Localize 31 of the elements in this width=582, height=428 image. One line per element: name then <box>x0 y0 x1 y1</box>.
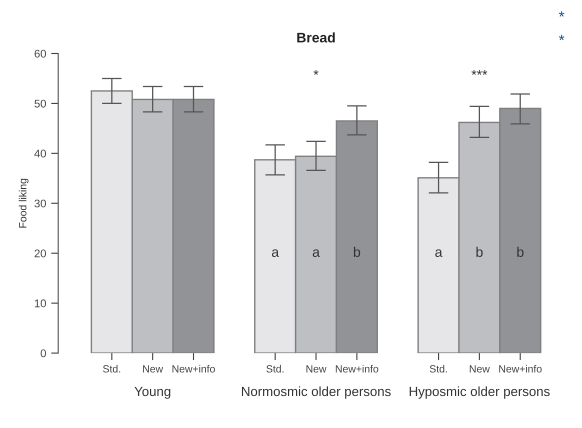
data-label: b <box>517 246 524 257</box>
text: * <box>558 34 564 40</box>
y-tick-label: 60 <box>34 50 46 58</box>
x-tick-label: New <box>306 365 326 373</box>
x-tick-label: New+info <box>336 364 378 373</box>
data-label: b <box>354 246 360 257</box>
text: Hyposmic older persons <box>410 386 550 399</box>
y-tick-label: 0 <box>40 349 46 358</box>
y-tick-label: 40 <box>34 150 46 158</box>
annotation: *** <box>472 70 488 75</box>
x-tick-label: New <box>143 365 164 373</box>
text: Young <box>134 386 170 399</box>
y-tick-label: 10 <box>34 299 46 308</box>
y-tick-label: 50 <box>34 100 46 108</box>
text: * <box>558 11 564 17</box>
x-tick-label: New <box>470 365 490 373</box>
data-label: b <box>476 246 483 257</box>
x-tick-label: New+info <box>172 364 215 373</box>
x-tick-label: New+info <box>499 364 542 373</box>
text: Normosmic older persons <box>242 386 391 399</box>
x-tick-label: Std. <box>430 364 447 373</box>
annotation: * <box>314 70 319 75</box>
chart-title: Bread <box>297 32 335 43</box>
y-axis-title: Food liking <box>18 178 29 228</box>
y-tick-label: 30 <box>34 200 46 208</box>
data-label: a <box>312 249 320 257</box>
x-tick-label: Std. <box>103 364 120 373</box>
x-tick-label: Std. <box>266 364 284 373</box>
data-label: a <box>435 249 442 257</box>
y-tick-label: 20 <box>34 250 46 258</box>
data-label: a <box>272 249 280 257</box>
